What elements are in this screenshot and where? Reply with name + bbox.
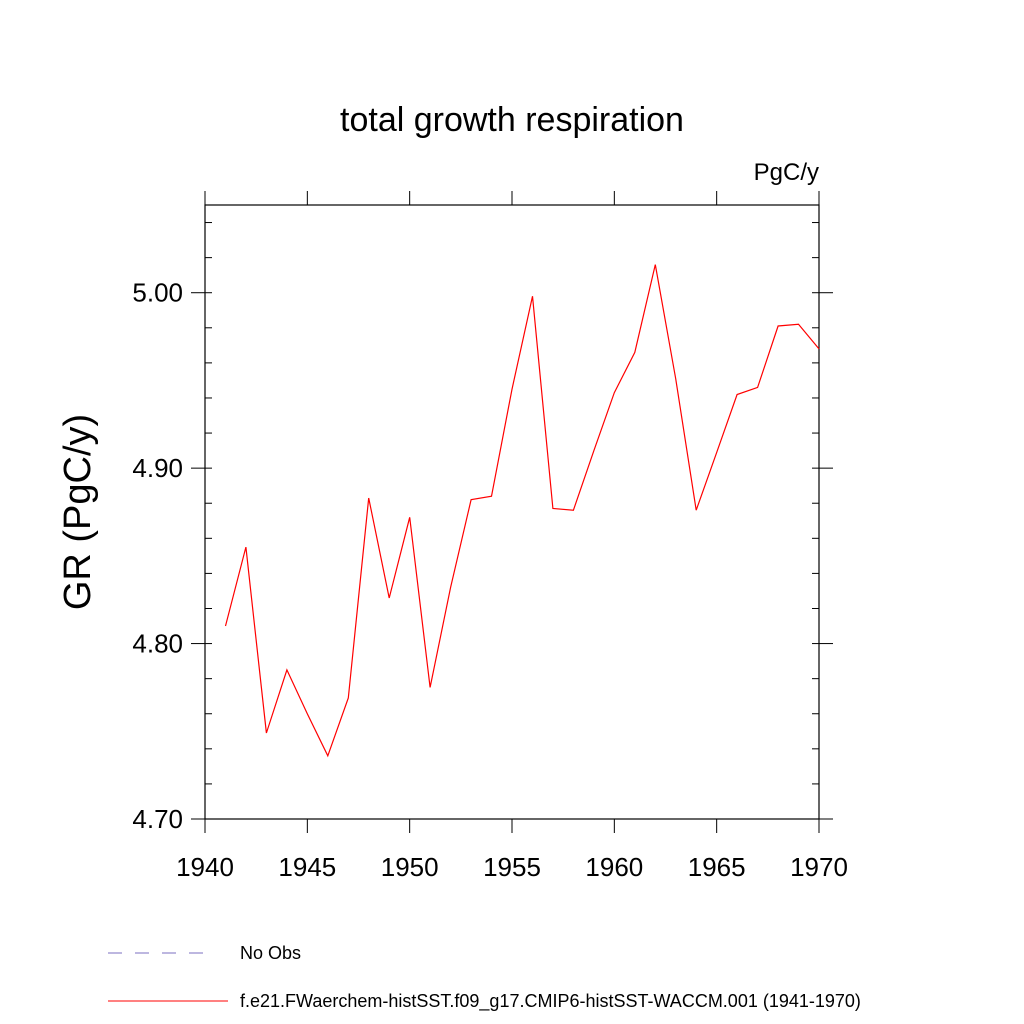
axis-ticks xyxy=(191,191,833,833)
x-tick-label: 1960 xyxy=(585,852,643,882)
y-tick-label: 4.70 xyxy=(132,804,183,834)
x-tick-label: 1955 xyxy=(483,852,541,882)
plot-frame xyxy=(204,204,820,820)
series-line-0 xyxy=(224,264,820,758)
legend-label-model: f.e21.FWaerchem-histSST.f09_g17.CMIP6-hi… xyxy=(240,991,861,1012)
x-tick-label: 1940 xyxy=(176,852,234,882)
y-tick-label: 5.00 xyxy=(132,278,183,308)
y-tick-label: 4.80 xyxy=(132,629,183,659)
x-tick-label: 1965 xyxy=(688,852,746,882)
x-tick-label: 1950 xyxy=(381,852,439,882)
tick-labels: 1940 1945 1950 1955 1960 1965 1970 4.70 4.80 4.90… xyxy=(132,278,848,882)
legend: No Obs f.e21.FWaerchem-histSST.f09_g17.C… xyxy=(108,943,861,1012)
x-tick-label: 1970 xyxy=(790,852,848,882)
y-tick-label: 4.90 xyxy=(132,453,183,483)
series-group xyxy=(224,264,820,758)
y-axis-label: GR (PgC/y) xyxy=(57,414,99,610)
x-tick-label: 1945 xyxy=(278,852,336,882)
legend-label-no-obs: No Obs xyxy=(240,943,301,963)
units-label: PgC/y xyxy=(754,159,819,186)
chart-title: total growth respiration xyxy=(340,101,684,139)
